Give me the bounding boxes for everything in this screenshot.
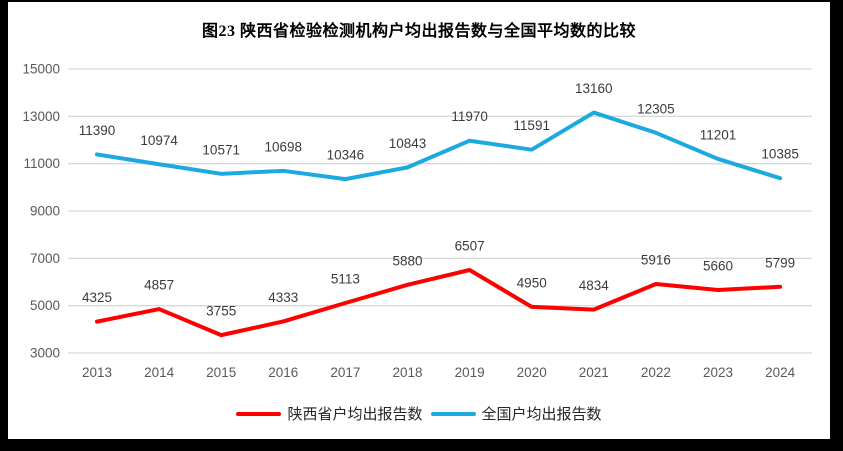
legend-item-national: 全国户均出报告数 <box>430 403 602 424</box>
y-tick-label: 11000 <box>23 156 60 171</box>
data-label: 11201 <box>700 127 737 142</box>
national-line-swatch-icon <box>430 411 476 416</box>
data-label: 10385 <box>761 147 799 162</box>
chart-title: 图23 陕西省检验检测机构户均出报告数与全国平均数的比较 <box>201 23 636 40</box>
data-label: 5916 <box>641 252 671 267</box>
data-label: 10698 <box>265 139 303 154</box>
y-tick-label: 15000 <box>22 62 60 77</box>
data-label: 4857 <box>144 278 174 293</box>
x-tick-label: 2020 <box>517 365 547 380</box>
data-label: 13160 <box>575 81 613 96</box>
data-label: 11970 <box>451 109 488 124</box>
data-label: 6507 <box>455 239 485 254</box>
data-label: 4333 <box>268 290 298 305</box>
legend-label-national: 全国户均出报告数 <box>481 406 602 423</box>
data-label: 11591 <box>513 118 550 133</box>
data-label: 12305 <box>637 101 675 116</box>
data-label: 3755 <box>206 304 236 319</box>
legend-label-shaanxi: 陕西省户均出报告数 <box>287 406 423 423</box>
data-label: 10346 <box>327 148 365 163</box>
data-label: 11390 <box>79 123 116 138</box>
series-line-shaanxi <box>95 268 783 338</box>
data-label: 5799 <box>765 255 795 270</box>
y-tick-label: 3000 <box>30 346 60 361</box>
y-tick-label: 13000 <box>22 109 60 124</box>
y-tick-label: 7000 <box>30 251 60 266</box>
x-tick-label: 2021 <box>579 365 609 380</box>
x-tick-label: 2018 <box>392 365 422 380</box>
x-tick-label: 2016 <box>268 365 298 380</box>
shaanxi-line-swatch-icon <box>236 411 282 416</box>
data-label: 4325 <box>82 290 112 305</box>
series-line-national <box>95 110 783 182</box>
x-tick-label: 2015 <box>206 365 236 380</box>
y-tick-label: 5000 <box>30 298 60 313</box>
data-label: 10974 <box>140 133 178 148</box>
data-label: 10571 <box>202 142 240 157</box>
x-tick-label: 2022 <box>641 365 671 380</box>
x-tick-label: 2019 <box>455 365 485 380</box>
x-tick-label: 2014 <box>144 365 175 380</box>
data-label: 5113 <box>331 271 360 286</box>
chart-legend: 陕西省户均出报告数 全国户均出报告数 <box>8 403 830 424</box>
data-label: 5880 <box>392 253 422 268</box>
x-tick-label: 2024 <box>765 365 796 380</box>
x-tick-label: 2023 <box>703 365 733 380</box>
x-tick-label: 2017 <box>330 365 360 380</box>
y-tick-label: 9000 <box>30 204 60 219</box>
x-tick-label: 2013 <box>82 365 112 380</box>
data-label: 4950 <box>517 275 547 290</box>
data-label: 5660 <box>703 259 733 274</box>
legend-item-shaanxi: 陕西省户均出报告数 <box>236 403 423 424</box>
data-label: 4834 <box>579 278 610 293</box>
chart-surface <box>8 2 830 439</box>
data-label: 10843 <box>389 136 427 151</box>
